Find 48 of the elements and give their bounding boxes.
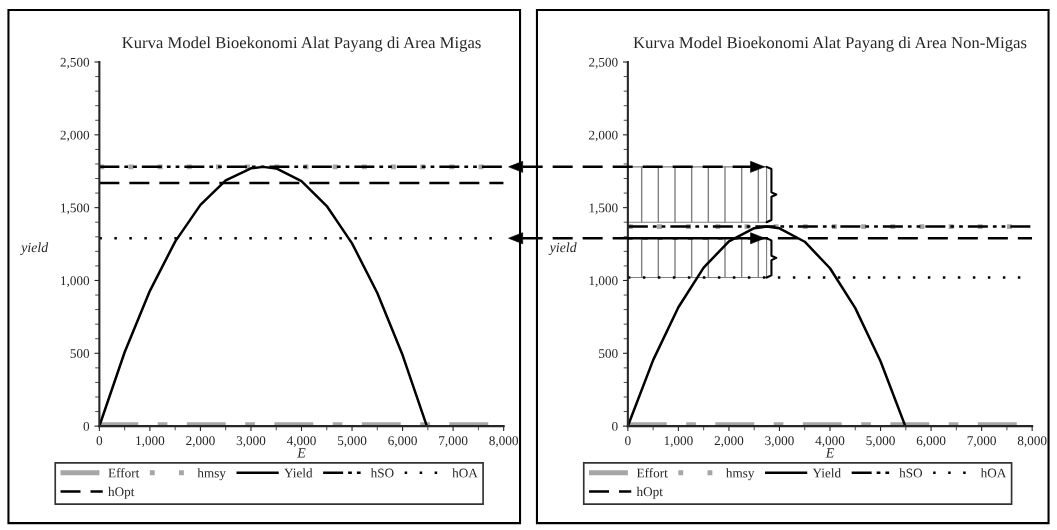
legend-label: hmsy — [197, 468, 226, 481]
legend-label: hSO — [370, 468, 394, 478]
x-tick-label: 3,000 — [236, 436, 266, 448]
x-tick-label: 0 — [625, 436, 631, 446]
legend-label: Yield — [812, 468, 841, 478]
x-tick-label: 1,000 — [664, 436, 693, 448]
legend-label: hOpt — [108, 486, 135, 499]
x-tick-label: 7,000 — [967, 436, 996, 448]
y-tick-label: 500 — [70, 349, 90, 359]
y-tick-label: 2,500 — [589, 57, 618, 69]
chart-title: Kurva Model Bioekonomi Alat Payang di Area Non-Migas — [633, 36, 1027, 52]
y-tick-label: 1,500 — [589, 203, 618, 215]
legend-label: hOA — [980, 468, 1007, 478]
y-tick-label: 2,000 — [589, 130, 618, 142]
legend-label: Yield — [284, 468, 313, 478]
y-axis-title: yield — [548, 242, 577, 255]
y-tick-label: 2,000 — [60, 130, 90, 142]
legend-label: Effort — [108, 468, 140, 478]
x-tick-label: 0 — [96, 436, 103, 446]
x-tick-label: 4,000 — [286, 436, 316, 448]
y-tick-label: 0 — [83, 421, 90, 431]
y-tick-label: 500 — [599, 349, 618, 359]
x-tick-label: 6,000 — [388, 436, 417, 448]
x-tick-label: 6,000 — [916, 436, 946, 448]
x-tick-label: 3,000 — [765, 436, 794, 448]
x-tick-label: 4,000 — [815, 436, 845, 448]
y-axis-title: yield — [20, 242, 49, 255]
x-axis-title: E — [825, 448, 835, 458]
chart-title: Kurva Model Bioekonomi Alat Payang di Area Migas — [122, 36, 481, 52]
x-axis-title: E — [297, 448, 306, 458]
legend-label: hOA — [452, 468, 478, 478]
y-tick-label: 1,000 — [589, 276, 618, 288]
y-tick-label: 2,500 — [60, 57, 90, 69]
legend-label: Effort — [636, 468, 668, 478]
x-tick-label: 1,000 — [136, 436, 165, 448]
x-tick-label: 2,000 — [714, 436, 744, 448]
x-tick-label: 2,000 — [186, 436, 215, 448]
x-tick-label: 5,000 — [337, 436, 367, 448]
x-tick-label: 5,000 — [866, 436, 895, 448]
x-tick-label: 8,000 — [1017, 436, 1047, 448]
x-tick-label: 8,000 — [489, 436, 518, 448]
x-tick-label: 7,000 — [439, 436, 468, 448]
y-tick-label: 0 — [612, 421, 618, 431]
legend-label: hSO — [899, 468, 923, 478]
y-tick-label: 1,500 — [61, 203, 90, 215]
y-tick-label: 1,000 — [61, 276, 90, 288]
legend-label: hmsy — [725, 468, 755, 481]
legend-label: hOpt — [636, 486, 663, 499]
